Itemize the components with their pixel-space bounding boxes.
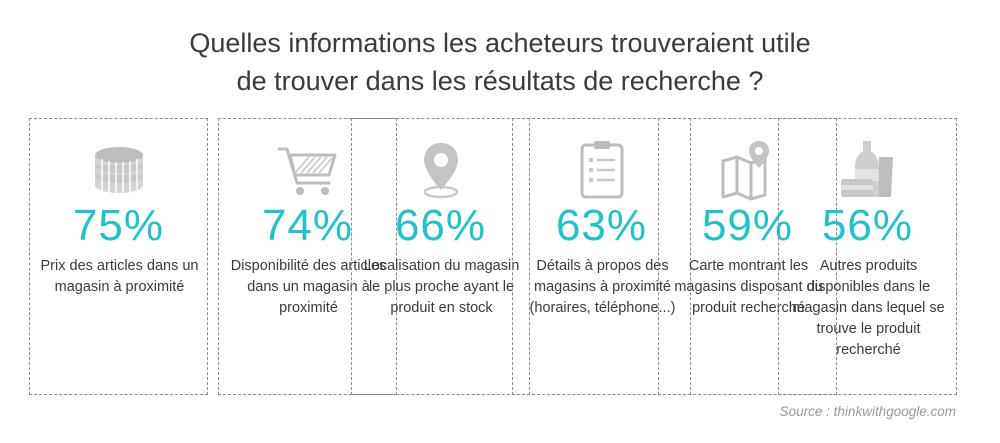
map-icon bbox=[713, 135, 783, 205]
chart-title-line-1: Quelles informations les acheteurs trouv… bbox=[189, 28, 811, 58]
stat-card-store-details: 63% Détails à propos des magasins à prox… bbox=[512, 118, 691, 395]
stat-value: 63% bbox=[555, 201, 648, 250]
products-icon bbox=[833, 135, 903, 205]
stat-label: Prix des articles dans un magasin à prox… bbox=[40, 258, 199, 295]
shopping-cart-icon bbox=[273, 135, 343, 205]
stat-label: Autres produits disponibles dans le maga… bbox=[792, 258, 945, 358]
stat-value: 74% bbox=[261, 201, 354, 250]
chart-title: Quelles informations les acheteurs trouv… bbox=[0, 24, 1000, 100]
stat-card-availability: 74% Disponibilité des articles dans un m… bbox=[218, 118, 397, 395]
location-pin-icon bbox=[406, 135, 476, 205]
coins-icon bbox=[84, 135, 154, 205]
source-note: Source : thinkwithgoogle.com bbox=[779, 404, 956, 419]
stat-label: Disponibilité des articles dans un magas… bbox=[230, 258, 387, 316]
stat-card-location: 66% Localisation du magasin le plus proc… bbox=[351, 118, 530, 395]
stat-label: Détails à propos des magasins à proximit… bbox=[529, 258, 676, 316]
stat-value: 66% bbox=[394, 201, 487, 250]
stat-cards: 75% Prix des articles dans un magasin à … bbox=[29, 118, 957, 395]
checklist-icon bbox=[567, 135, 637, 205]
stat-value: 75% bbox=[72, 201, 165, 250]
stat-card-other-products: 56% Autres produits disponibles dans le … bbox=[778, 118, 957, 395]
stat-value: 59% bbox=[701, 201, 794, 250]
chart-title-line-2: de trouver dans les résultats de recherc… bbox=[236, 66, 764, 96]
stat-label: Localisation du magasin le plus proche a… bbox=[363, 258, 520, 316]
stat-value: 56% bbox=[821, 201, 914, 250]
stat-card-price: 75% Prix des articles dans un magasin à … bbox=[29, 118, 208, 395]
